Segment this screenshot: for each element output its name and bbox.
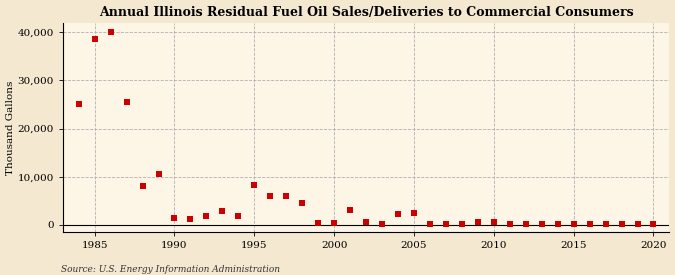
Point bbox=[89, 37, 100, 42]
Point bbox=[122, 100, 132, 104]
Point bbox=[265, 194, 275, 198]
Point bbox=[74, 102, 84, 107]
Title: Annual Illinois Residual Fuel Oil Sales/Deliveries to Commercial Consumers: Annual Illinois Residual Fuel Oil Sales/… bbox=[99, 6, 633, 18]
Point bbox=[233, 214, 244, 218]
Point bbox=[425, 222, 435, 227]
Point bbox=[153, 172, 164, 177]
Point bbox=[441, 222, 452, 227]
Point bbox=[377, 222, 387, 226]
Point bbox=[313, 221, 323, 226]
Point bbox=[169, 216, 180, 220]
Point bbox=[249, 183, 260, 188]
Point bbox=[185, 217, 196, 221]
Point bbox=[616, 222, 627, 227]
Point bbox=[456, 222, 467, 227]
Point bbox=[408, 211, 419, 215]
Point bbox=[552, 222, 563, 227]
Point bbox=[504, 222, 515, 226]
Point bbox=[472, 219, 483, 224]
Point bbox=[648, 222, 659, 227]
Point bbox=[329, 221, 340, 225]
Point bbox=[568, 222, 579, 226]
Point bbox=[520, 222, 531, 226]
Point bbox=[537, 222, 547, 227]
Point bbox=[201, 214, 212, 218]
Point bbox=[281, 194, 292, 198]
Point bbox=[600, 222, 611, 227]
Point bbox=[345, 207, 356, 212]
Point bbox=[217, 209, 227, 214]
Point bbox=[632, 222, 643, 227]
Point bbox=[360, 219, 371, 224]
Point bbox=[489, 220, 500, 224]
Point bbox=[137, 184, 148, 189]
Point bbox=[105, 30, 116, 34]
Text: Source: U.S. Energy Information Administration: Source: U.S. Energy Information Administ… bbox=[61, 265, 279, 274]
Point bbox=[297, 201, 308, 205]
Y-axis label: Thousand Gallons: Thousand Gallons bbox=[5, 80, 15, 175]
Point bbox=[585, 222, 595, 227]
Point bbox=[393, 212, 404, 216]
